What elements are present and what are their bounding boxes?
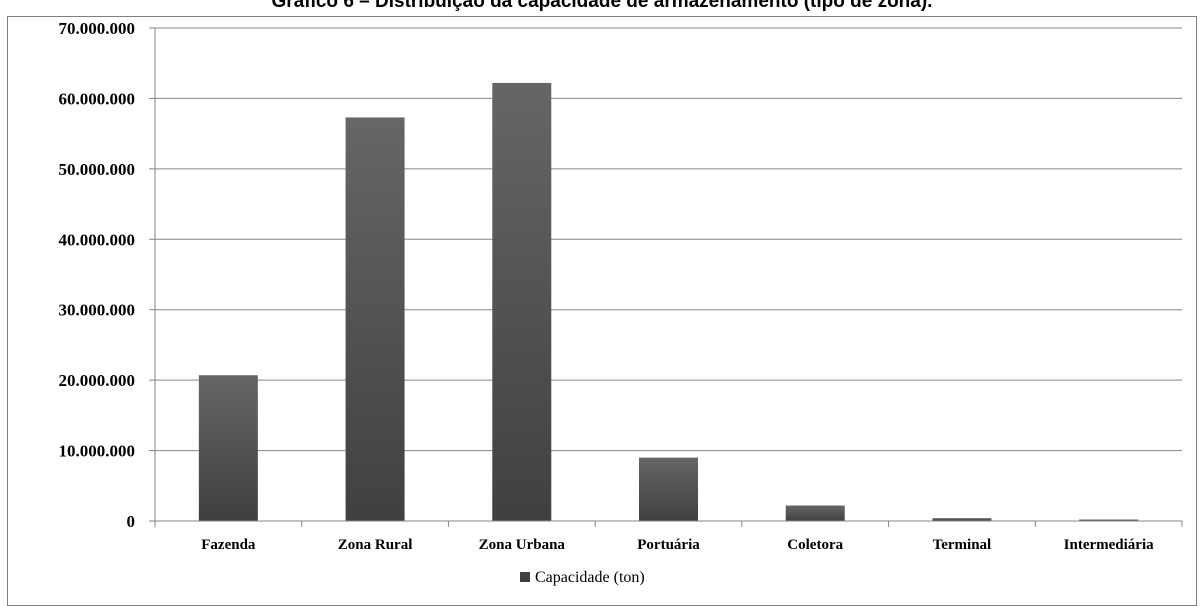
y-tick-label: 30.000.000 [59, 301, 136, 320]
y-tick-label: 0 [127, 512, 136, 531]
y-tick-label: 60.000.000 [59, 89, 136, 108]
bar [492, 82, 552, 521]
legend-swatch [520, 572, 530, 582]
x-tick-label: Portuária [637, 537, 700, 553]
x-axis [154, 28, 1183, 527]
bars [198, 82, 1139, 522]
y-tick-label: 50.000.000 [59, 160, 136, 179]
bar [198, 375, 258, 521]
bar [345, 117, 405, 522]
bar [1079, 519, 1139, 521]
y-axis-ticks: 0 10.000.000 20.000.000 30.000.000 40.000.00… [59, 19, 155, 531]
x-tick-label: Zona Urbana [479, 537, 566, 553]
y-tick-label: 40.000.000 [59, 230, 136, 249]
y-tick-label: 70.000.000 [59, 19, 136, 38]
x-tick-label: Fazenda [201, 537, 256, 553]
legend-label: Capacidade (ton) [535, 569, 645, 586]
bar [785, 505, 845, 521]
y-tick-label: 10.000.000 [59, 442, 136, 461]
x-tick-label: Zona Rural [338, 537, 413, 553]
x-tick-label: Intermediária [1064, 537, 1154, 553]
legend: Capacidade (ton) [520, 569, 645, 586]
x-tick-label: Terminal [933, 537, 992, 553]
chart-title: Gráfico 6 – Distribuição da capacidade d… [271, 0, 933, 12]
gridlines [155, 27, 1182, 452]
bar [639, 457, 698, 521]
bar [932, 518, 992, 521]
y-tick-label: 20.000.000 [59, 371, 136, 390]
x-axis-labels: Fazenda Zona Rural Zona Urbana Portuária Col… [201, 537, 1154, 553]
x-tick-label: Coletora [787, 537, 843, 553]
